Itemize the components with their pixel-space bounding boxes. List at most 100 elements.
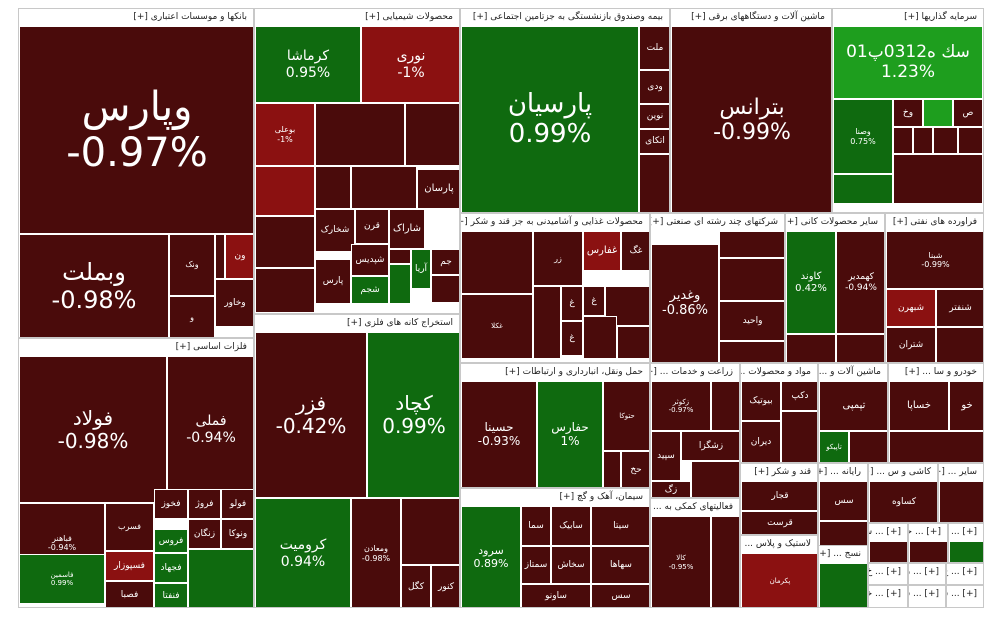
minor-stock-tile[interactable] [893, 127, 913, 154]
minor-stock-tile[interactable] [401, 498, 459, 565]
minor-stock-tile[interactable] [933, 127, 958, 154]
stock-tile[interactable]: فخوز [154, 489, 188, 519]
stock-tile[interactable]: سیتا [591, 506, 649, 546]
stock-tile[interactable]: حفارس 1% [537, 381, 603, 487]
stock-tile[interactable]: تاپیکو [819, 431, 849, 462]
stock-tile[interactable]: واحید [719, 301, 784, 341]
stock-tile[interactable]: فروس [154, 529, 188, 553]
sector-header[interactable]: خودرو و سا ... [+] [889, 364, 983, 381]
stock-tile[interactable]: غ [583, 286, 605, 316]
minor-stock-tile[interactable] [889, 431, 983, 462]
stock-tile[interactable]: فملی -0.94% [167, 356, 253, 503]
sector-header[interactable]: سایر ... [+] [939, 464, 983, 481]
minor-stock-tile[interactable] [836, 334, 884, 362]
minor-stock-tile[interactable] [719, 258, 784, 301]
sector-header[interactable]: [+] ... خ [869, 564, 907, 581]
stock-tile[interactable]: ونک [169, 234, 215, 296]
stock-tile[interactable]: کنور [431, 565, 459, 607]
stock-tile[interactable]: ومعادن -0.98% [351, 498, 401, 607]
stock-tile[interactable]: غ [561, 286, 583, 321]
stock-tile[interactable]: کاوند 0.42% [786, 231, 836, 334]
sector-header[interactable]: [+] ... خد [869, 586, 907, 603]
stock-tile[interactable]: ص [953, 99, 983, 127]
minor-stock-tile[interactable] [819, 563, 867, 607]
sector-header[interactable]: شرکتهای چند رشته ای صنعتی [+] [651, 214, 784, 231]
minor-stock-tile[interactable] [786, 334, 836, 362]
sector-header[interactable]: فلزات اساسی [+] [19, 339, 253, 356]
stock-tile[interactable]: ونوکا [221, 519, 253, 549]
minor-stock-tile[interactable] [781, 411, 817, 462]
minor-stock-tile[interactable] [711, 381, 739, 431]
minor-stock-tile[interactable] [949, 541, 983, 562]
stock-tile[interactable]: فسرب [105, 503, 154, 551]
stock-tile[interactable]: آریا [411, 249, 431, 289]
minor-stock-tile[interactable] [849, 431, 887, 462]
minor-stock-tile[interactable] [255, 216, 315, 268]
stock-tile[interactable]: سك ه0312پ01 1.23% [833, 26, 983, 99]
stock-tile[interactable]: وخ [893, 99, 923, 127]
minor-stock-tile[interactable] [719, 231, 784, 258]
minor-stock-tile[interactable] [533, 286, 561, 359]
stock-tile[interactable]: سس [591, 584, 649, 607]
minor-stock-tile[interactable] [389, 249, 411, 264]
stock-tile[interactable]: کرومیت 0.94% [255, 498, 351, 607]
stock-tile[interactable]: غگ [621, 231, 649, 271]
minor-stock-tile[interactable] [639, 154, 669, 212]
minor-stock-tile[interactable] [603, 451, 621, 487]
sector-header[interactable]: ماشین آلات و دستگاههای برقی [+] [671, 9, 831, 26]
minor-stock-tile[interactable] [893, 154, 983, 204]
minor-stock-tile[interactable] [461, 231, 533, 294]
stock-tile[interactable]: حتوکا [603, 381, 649, 451]
stock-tile[interactable]: پارسان [417, 169, 459, 209]
stock-tile[interactable]: شپدیس [351, 244, 389, 276]
stock-tile[interactable]: شجم [351, 276, 389, 304]
stock-tile[interactable]: دکپ [781, 381, 817, 411]
stock-tile[interactable]: فنفتا [154, 583, 188, 607]
minor-stock-tile[interactable] [913, 127, 933, 154]
sector-header[interactable]: [+] ... ج [947, 564, 983, 581]
sector-header[interactable]: [+] ... [949, 524, 983, 541]
stock-tile[interactable]: پارس [315, 259, 351, 304]
stock-tile[interactable]: سخاش [551, 546, 591, 584]
sector-header[interactable]: ماشین آلات و ... [+] [819, 364, 887, 381]
stock-tile[interactable]: کهمدیر -0.94% [836, 231, 884, 334]
stock-tile[interactable]: کچاد 0.99% [367, 332, 459, 498]
stock-tile[interactable]: کساوه [869, 481, 937, 522]
stock-tile[interactable]: شبهرن [886, 289, 936, 327]
stock-tile[interactable]: غکلا [461, 294, 533, 359]
stock-tile[interactable]: فصبا [105, 581, 154, 607]
sector-header[interactable]: لاستیک و پلاس ... [+] [741, 536, 817, 553]
stock-tile[interactable]: جم [431, 249, 459, 275]
stock-tile[interactable]: کالا -0.95% [651, 516, 711, 607]
sector-header[interactable]: فراورده های نفتی [+] [886, 214, 983, 231]
stock-tile[interactable]: غ [561, 321, 583, 356]
stock-tile[interactable]: کرماشا 0.95% [255, 26, 361, 103]
stock-tile[interactable]: فزر -0.42% [255, 332, 367, 498]
stock-tile[interactable]: فاسمین 0.99% [19, 554, 105, 604]
stock-tile[interactable]: بوعلی -1% [255, 103, 315, 166]
sector-header[interactable]: [+] ... سـ [947, 586, 983, 603]
minor-stock-tile[interactable] [389, 264, 411, 304]
stock-tile[interactable]: تپمپی [819, 381, 887, 431]
sector-header[interactable]: سرمایه گذاریها [+] [833, 9, 983, 26]
stock-tile[interactable]: بیوتیک [741, 381, 781, 421]
minor-stock-tile[interactable] [315, 166, 351, 209]
sector-header[interactable]: سایر محصولات کانی [+] [786, 214, 884, 231]
stock-tile[interactable]: سس [819, 481, 867, 521]
stock-tile[interactable]: ملت [639, 26, 669, 70]
minor-stock-tile[interactable] [215, 234, 225, 279]
stock-tile[interactable]: خو [949, 381, 983, 431]
minor-stock-tile[interactable] [958, 127, 983, 154]
stock-tile[interactable]: حخ [621, 451, 649, 487]
sector-header[interactable]: فعالیتهای کمکی به ... [+] [651, 499, 739, 516]
stock-tile[interactable]: فولاد -0.98% [19, 356, 167, 503]
stock-tile[interactable]: وبملت -0.98% [19, 234, 169, 337]
stock-tile[interactable]: پکرمان [741, 553, 817, 607]
stock-tile[interactable]: وصنا 0.75% [833, 99, 893, 174]
sector-header[interactable]: استخراج کانه های فلزی [+] [255, 315, 459, 332]
stock-tile[interactable]: سمتاز [521, 546, 551, 584]
minor-stock-tile[interactable] [939, 481, 983, 522]
stock-tile[interactable]: وخاور [215, 279, 253, 327]
sector-header[interactable]: [+] ... حا [909, 524, 947, 541]
minor-stock-tile[interactable] [833, 174, 893, 204]
